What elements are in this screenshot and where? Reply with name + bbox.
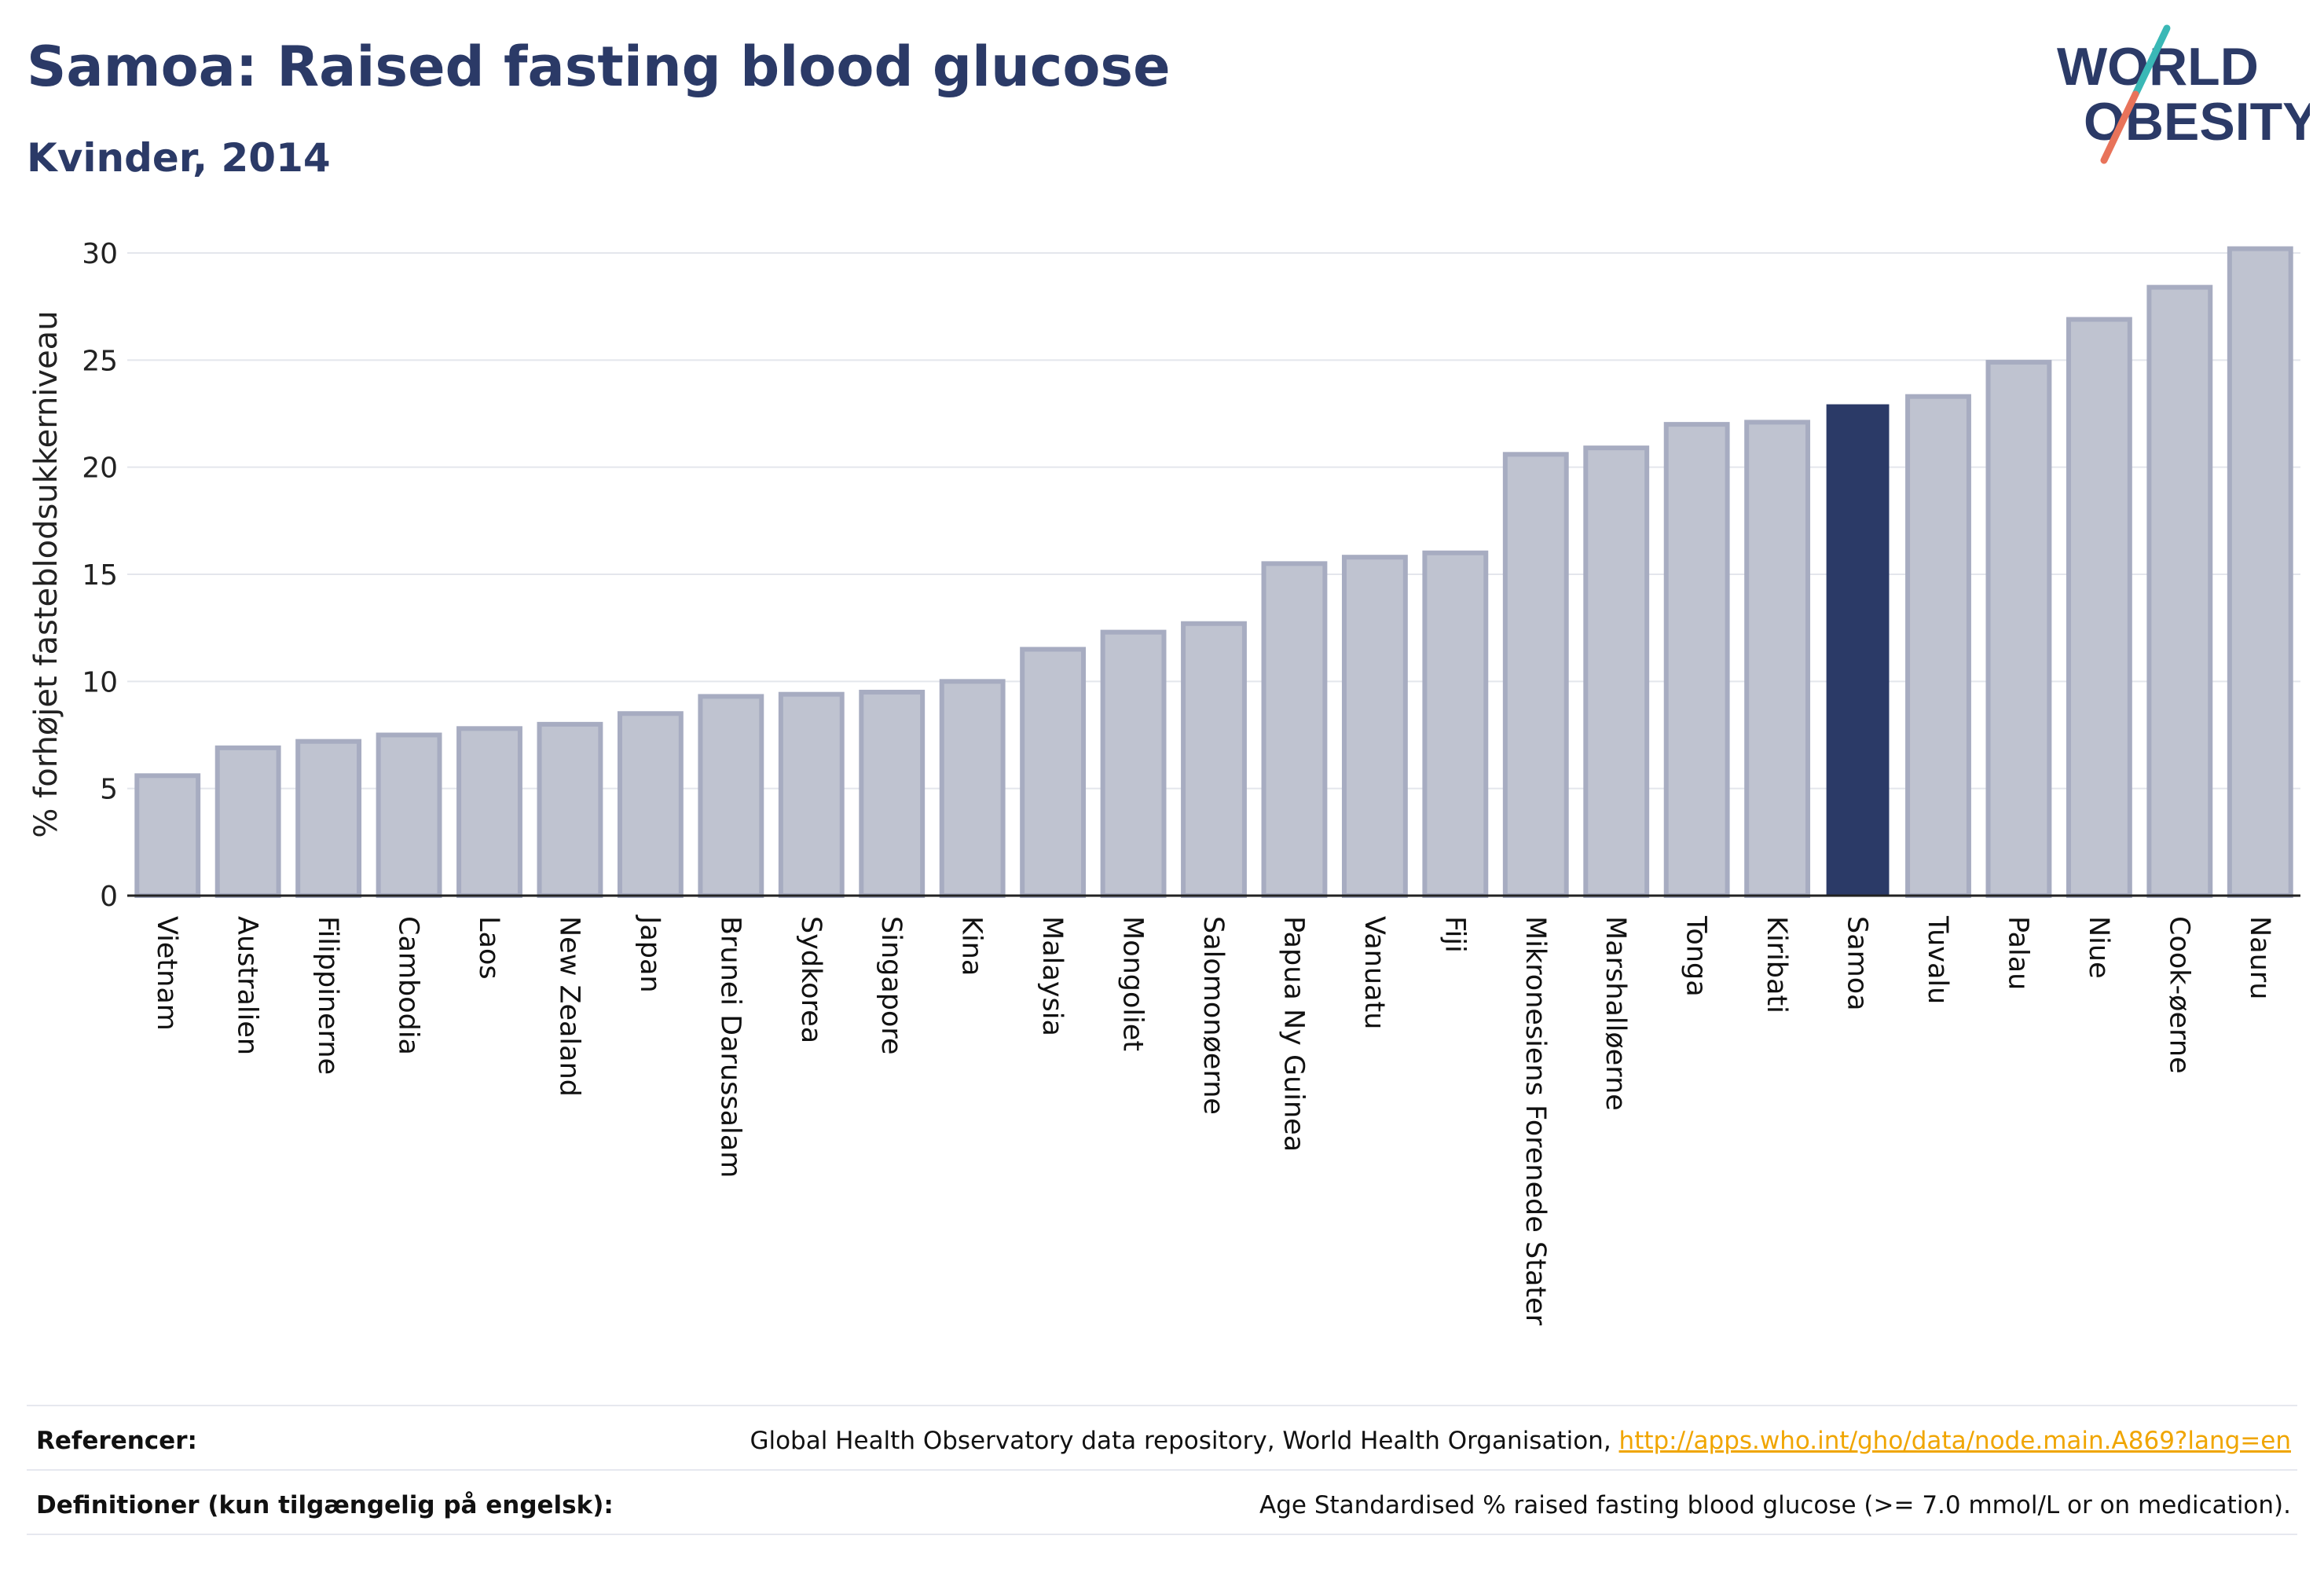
- chart-title: Samoa: Raised fasting blood glucose: [27, 35, 1171, 99]
- x-tick-label: Brunei Darussalam: [714, 916, 746, 1178]
- x-tick-label: Sydkorea: [795, 916, 827, 1043]
- logo-slash-top: [2132, 24, 2171, 98]
- bar-cook-øerne: [2146, 284, 2213, 899]
- x-tick-label: Vietnam: [151, 916, 182, 1031]
- bar-filippinerne: [295, 739, 362, 898]
- bar-cambodia: [376, 732, 442, 898]
- bar-fiji: [1422, 550, 1489, 898]
- x-tick-label: Palau: [2002, 916, 2033, 990]
- x-tick-label: New Zealand: [553, 916, 585, 1097]
- bar-kiribati: [1744, 420, 1811, 898]
- bar-niue: [2066, 317, 2132, 898]
- y-axis-label: % forhøjet fasteblodsukkerniveau: [28, 310, 64, 837]
- bar-tonga: [1663, 422, 1730, 898]
- bar-kina: [939, 679, 1006, 898]
- y-tick-label: 15: [82, 559, 118, 592]
- bar-chart: 0 5 10 15 20 25 30 % forhøjet fasteblodsukkerni…: [28, 238, 2300, 1326]
- bar-mikronesiens-forenede-stater: [1502, 452, 1569, 898]
- x-tick-label: Singapore: [875, 916, 907, 1055]
- x-tick-label: Tonga: [1681, 915, 1712, 997]
- x-tick-label: Kina: [956, 916, 988, 976]
- bar-new-zealand: [537, 721, 603, 898]
- chart-subtitle: Kvinder, 2014: [27, 135, 331, 181]
- bar-laos: [456, 726, 522, 898]
- references-label: Referencer:: [36, 1427, 197, 1455]
- x-tick-label: Vanuatu: [1358, 916, 1390, 1029]
- bar-vietnam: [134, 773, 201, 898]
- bar-nauru: [2227, 246, 2293, 898]
- bar-marshalløerne: [1583, 445, 1650, 898]
- bar-sydkorea: [778, 691, 845, 899]
- y-tick-label: 25: [82, 345, 118, 377]
- y-tick-label: 5: [100, 774, 118, 806]
- x-tick-label: Fiji: [1439, 916, 1470, 953]
- bar-vanuatu: [1341, 555, 1408, 898]
- bar-singapore: [859, 689, 926, 898]
- definitions-label: Definitioner (kun tilgængelig på engelsk…: [36, 1491, 614, 1519]
- x-tick-label: Malaysia: [1036, 916, 1068, 1036]
- logo-slash-bottom: [2100, 90, 2139, 164]
- bar-samoa: [1826, 404, 1890, 896]
- x-tick-label: Papua Ny Guinea: [1277, 916, 1309, 1152]
- x-tick-label: Cook-øerne: [2163, 916, 2194, 1074]
- x-tick-label: Australien: [232, 916, 263, 1055]
- definitions-text: Age Standardised % raised fasting blood …: [1259, 1491, 2291, 1519]
- footer-divider-bottom: [27, 1534, 2297, 1535]
- bar-australien: [214, 745, 281, 898]
- x-tick-label: Mongoliet: [1117, 916, 1149, 1051]
- x-tick-label: Samoa: [1842, 916, 1873, 1011]
- footer-divider-middle: [27, 1469, 2297, 1471]
- bar-malaysia: [1020, 647, 1087, 899]
- bar-tuvalu: [1905, 394, 1971, 899]
- references-source: Global Health Observatory data repositor…: [750, 1427, 1619, 1455]
- y-tick-label: 0: [100, 881, 118, 913]
- x-tick-label: Japan: [634, 914, 665, 993]
- x-tick-label: Cambodia: [393, 916, 424, 1055]
- bar-mongoliet: [1100, 629, 1167, 898]
- x-tick-label: Salomonøerne: [1197, 916, 1229, 1115]
- x-tick-label: Laos: [473, 916, 504, 980]
- footer-divider-top: [27, 1405, 2297, 1406]
- y-tick-label: 10: [82, 666, 118, 698]
- world-obesity-logo: WORLD OBESITY: [2057, 24, 2310, 164]
- x-tick-label: Nauru: [2244, 916, 2275, 999]
- x-tick-label: Tuvalu: [1922, 915, 1953, 1004]
- bar-salomonøerne: [1181, 621, 1247, 898]
- bar-japan: [617, 711, 684, 898]
- y-tick-label: 20: [82, 453, 118, 485]
- x-tick-label: Marshalløerne: [1600, 916, 1631, 1111]
- x-tick-label: Kiribati: [1761, 916, 1792, 1013]
- references-link[interactable]: http://apps.who.int/gho/data/node.main.A…: [1618, 1427, 2291, 1455]
- bar-brunei-darussalam: [698, 694, 764, 898]
- bar-papua-ny-guinea: [1261, 561, 1328, 898]
- x-tick-label: Niue: [2083, 916, 2114, 979]
- x-tick-label: Mikronesiens Forenede Stater: [1519, 916, 1551, 1326]
- bar-palau: [1985, 360, 2052, 898]
- references-text: Global Health Observatory data repositor…: [750, 1427, 2291, 1455]
- x-tick-label: Filippinerne: [312, 916, 343, 1075]
- y-tick-label: 30: [82, 238, 118, 270]
